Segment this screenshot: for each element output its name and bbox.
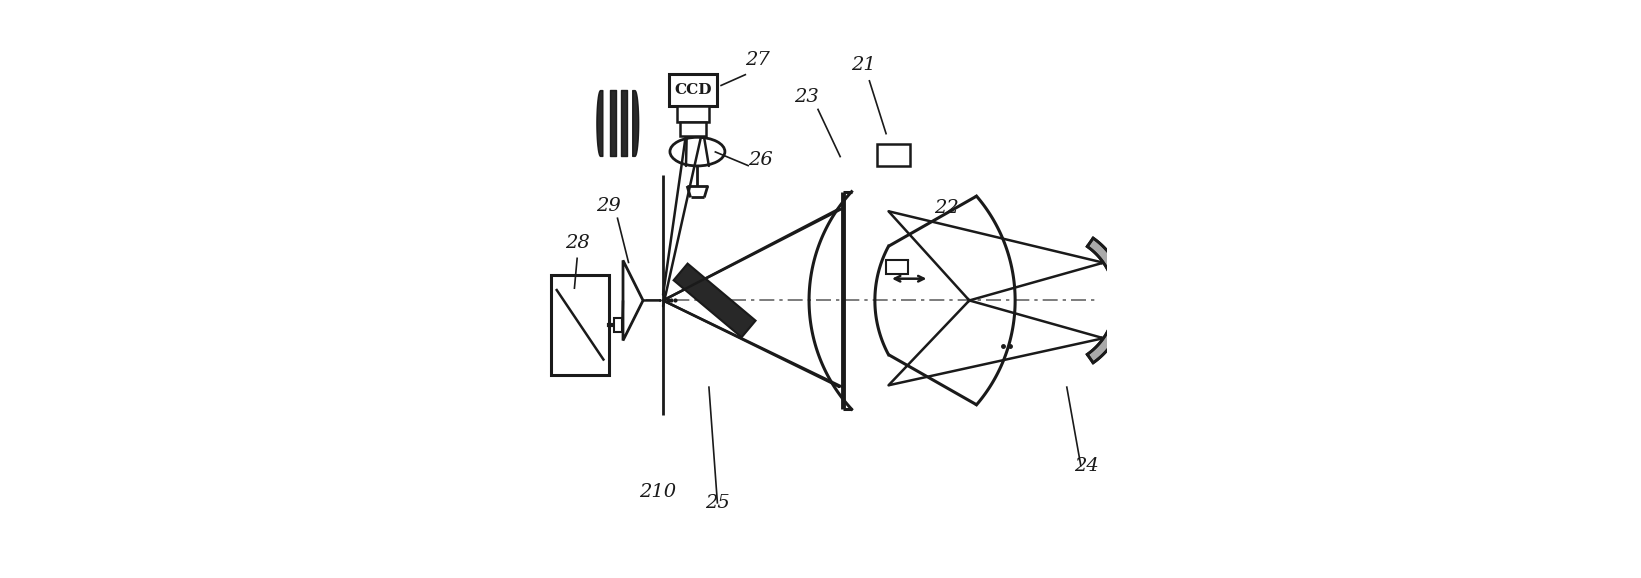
Bar <box>614 318 622 332</box>
Text: CCD: CCD <box>674 83 712 97</box>
Bar <box>551 275 609 375</box>
Text: 25: 25 <box>706 494 730 512</box>
Text: 24: 24 <box>1075 457 1099 475</box>
Bar <box>681 122 706 136</box>
Text: 22: 22 <box>934 199 958 217</box>
Text: 28: 28 <box>565 234 589 252</box>
Text: 23: 23 <box>794 88 819 106</box>
Text: 29: 29 <box>596 197 620 214</box>
Bar <box>876 144 909 166</box>
Polygon shape <box>673 264 755 338</box>
Bar <box>670 75 717 106</box>
Text: 26: 26 <box>748 151 773 169</box>
Text: 27: 27 <box>745 51 770 69</box>
Bar <box>886 260 907 273</box>
Text: 21: 21 <box>852 56 876 75</box>
Text: 210: 210 <box>638 483 676 501</box>
Bar <box>678 106 709 122</box>
Polygon shape <box>1088 238 1126 363</box>
